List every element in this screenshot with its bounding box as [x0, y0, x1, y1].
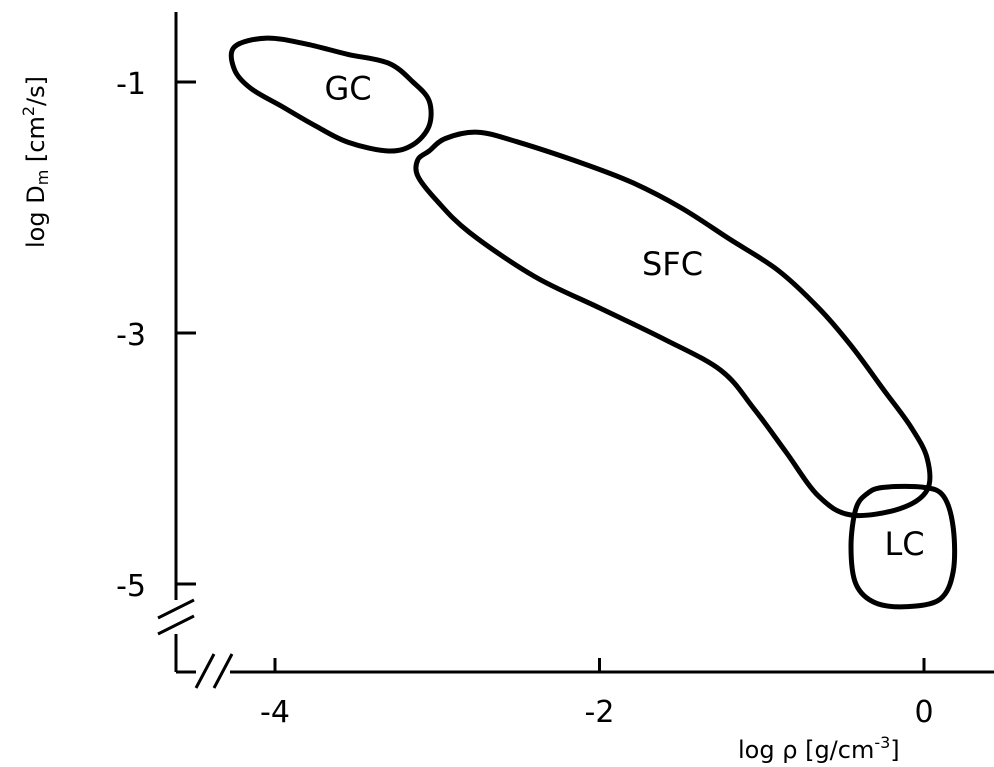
axes — [157, 12, 994, 689]
y-tick-label: -5 — [116, 569, 146, 604]
y-ticks: -1 -3 -5 — [116, 67, 196, 604]
region-gc-outline — [228, 35, 434, 154]
axis-break-marks — [157, 598, 234, 689]
y-tick-label: -1 — [116, 67, 146, 102]
y-axis-title-mid: [cm — [22, 116, 50, 170]
x-axis-title-suffix: ] — [890, 736, 899, 764]
regions: GC SFC LC — [228, 35, 958, 610]
y-axis-title-sub: m — [33, 170, 52, 186]
x-tick-label: -4 — [260, 695, 290, 730]
region-gc-label: GC — [324, 69, 371, 107]
y-axis-title-sup: 2 — [19, 106, 38, 116]
region-sfc-outline — [413, 129, 933, 519]
y-tick-label: -3 — [116, 318, 146, 353]
x-tick-label: -2 — [585, 695, 615, 730]
x-axis-title-sup: -3 — [874, 733, 890, 752]
y-axis-break-mark — [157, 614, 195, 636]
region-lc-outline — [848, 483, 958, 610]
region-sfc-label: SFC — [642, 245, 703, 283]
y-axis-title-suffix: /s] — [22, 76, 50, 106]
x-axis-title-prefix: log ρ [g/cm — [738, 736, 874, 764]
y-axis-break-mark — [157, 598, 195, 620]
x-tick-label: 0 — [914, 695, 933, 730]
region-lc-label: LC — [884, 525, 924, 563]
x-axis-break-mark — [212, 653, 234, 689]
x-axis-break-mark — [194, 653, 216, 689]
x-ticks: -4 -2 0 — [260, 658, 934, 730]
x-axis-title: log ρ [g/cm-3] — [738, 733, 900, 764]
y-axis-title: log Dm [cm2/s] — [19, 76, 52, 248]
y-axis-title-prefix: log D — [22, 185, 50, 248]
